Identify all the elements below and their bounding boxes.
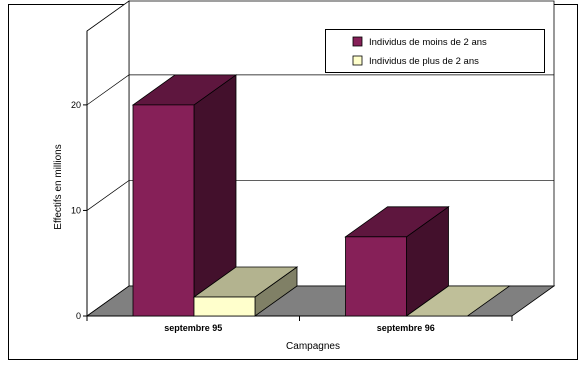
gridline (86, 74, 554, 106)
x-tick-label: septembre 96 (377, 323, 435, 333)
bar-front (345, 236, 407, 317)
legend-swatch-series-2 (352, 55, 363, 66)
y-tick-label: 10 (71, 205, 81, 215)
bars (131, 74, 511, 317)
bar-1-1 (131, 74, 238, 317)
bar-2-1 (192, 266, 299, 317)
x-tick-label: septembre 95 (164, 323, 222, 333)
bar-2-2 (405, 285, 511, 317)
side-wall (86, 0, 130, 317)
gridlines (86, 74, 554, 211)
bar-top (405, 285, 511, 317)
y-tick-label: 20 (71, 100, 81, 110)
legend-label-series-2: Individus de plus de 2 ans (369, 56, 479, 67)
bar-front (132, 104, 195, 317)
legend: Individus de moins de 2 ans Individus de… (325, 29, 545, 73)
y-tick-label: 0 (76, 311, 81, 321)
gridline (86, 180, 554, 211)
y-axis-title: Effectifs en millions (53, 144, 64, 229)
x-axis-title: Campagnes (286, 341, 340, 352)
legend-label-series-1: Individus de moins de 2 ans (369, 37, 487, 48)
bar-1-2 (344, 206, 450, 317)
legend-swatch-series-1 (352, 36, 363, 47)
x-tick-labels: septembre 95 septembre 96 (164, 323, 435, 333)
y-tick-labels: 0 10 20 (71, 100, 81, 321)
bar-front (193, 296, 256, 317)
